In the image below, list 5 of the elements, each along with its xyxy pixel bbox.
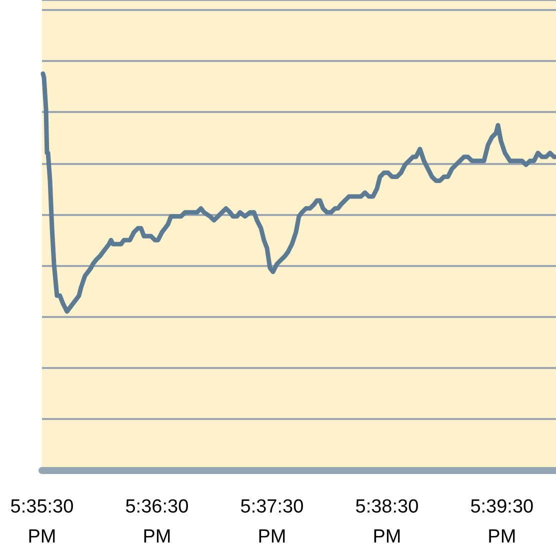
x-tick-label: 5:38:30 PM: [355, 496, 419, 548]
x-tick-label: 5:36:30 PM: [125, 496, 189, 548]
x-tick-label: 5:37:30 PM: [240, 496, 304, 548]
x-tick-label: 5:35:30 PM: [10, 496, 74, 548]
x-tick-label: 5:39:30 PM: [470, 496, 534, 548]
